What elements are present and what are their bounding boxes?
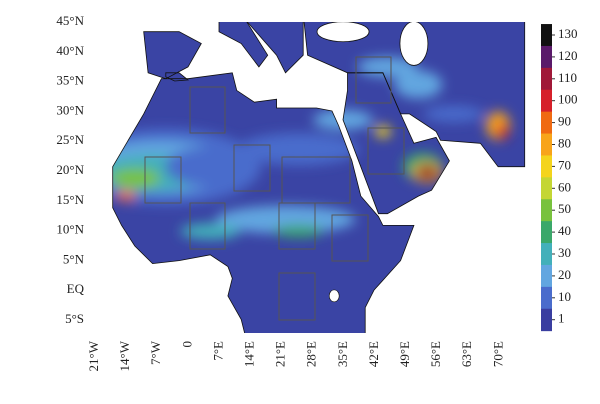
- colorbar-band: [541, 133, 552, 156]
- colorbar-band: [541, 177, 552, 200]
- rain-blob: [423, 168, 432, 177]
- rain-blob: [423, 105, 484, 122]
- region-box: [367, 127, 405, 175]
- lon-label: 14°E: [241, 341, 256, 367]
- colorbar-band: [541, 67, 552, 91]
- colorbar-label: 1: [558, 311, 565, 326]
- colorbar-label: 80: [558, 135, 571, 150]
- colorbar-band: [541, 308, 552, 332]
- lon-label: 56°E: [428, 341, 443, 367]
- lon-label: 21°E: [273, 341, 288, 367]
- map-area: [112, 22, 526, 333]
- rain-blob: [112, 168, 160, 189]
- axis-labels: 45°N 40°N 35°N 30°N 25°N 20°N 15°N 10°N 5°N EQ 5°S…: [56, 13, 505, 371]
- land-mass: [143, 31, 202, 79]
- lat-label: 35°N: [56, 73, 84, 88]
- colorbar-label: 40: [558, 223, 571, 238]
- colorbar-label: 90: [558, 114, 571, 129]
- coast-line: [112, 72, 415, 333]
- black-sea: [316, 22, 370, 43]
- land-mass: [219, 22, 268, 67]
- colorbar-band: [541, 45, 552, 69]
- region-box: [189, 86, 226, 134]
- coast-line: [143, 31, 202, 80]
- land-mass: [247, 22, 304, 73]
- lon-label: 14°W: [117, 340, 132, 371]
- lat-label: 10°N: [56, 222, 84, 237]
- colorbar-band: [541, 111, 552, 135]
- colorbar-band: [541, 89, 552, 113]
- lat-label: 15°N: [56, 192, 84, 207]
- lon-label: 7°E: [210, 341, 225, 361]
- colorbar-label: 100: [558, 92, 578, 107]
- colorbar-label: 60: [558, 179, 571, 194]
- region-box: [233, 144, 271, 192]
- region-box: [144, 156, 182, 204]
- lon-label: 21°W: [86, 340, 101, 371]
- colorbar-label: 10: [558, 289, 571, 304]
- lat-label: 5°S: [65, 311, 84, 326]
- lon-label: 28°E: [304, 341, 319, 367]
- coast-line: [218, 22, 269, 68]
- rain-blob: [273, 225, 324, 238]
- region-box: [189, 202, 226, 250]
- colorbar-label: 70: [558, 157, 571, 172]
- lon-label: 7°W: [148, 340, 163, 365]
- colorbar-label: 50: [558, 201, 571, 216]
- lon-label: 35°E: [335, 341, 350, 367]
- lon-label: 49°E: [397, 341, 412, 367]
- rain-blob: [374, 125, 391, 138]
- lon-label: 42°E: [366, 341, 381, 367]
- colorbar-band: [541, 286, 552, 310]
- colorbar-band: [541, 155, 552, 178]
- region-box: [331, 214, 369, 262]
- region-boxes: [144, 56, 405, 321]
- coast-line: [303, 22, 526, 168]
- lon-label: 70°E: [490, 341, 505, 367]
- colorbar-label: 30: [558, 245, 571, 260]
- rain-blob: [215, 205, 356, 234]
- rain-blob: [115, 191, 136, 202]
- colorbar-label: 20: [558, 267, 571, 282]
- coastline: [112, 22, 526, 333]
- lat-label: 25°N: [56, 132, 84, 147]
- coast-line: [246, 22, 304, 74]
- lat-label: 40°N: [56, 43, 84, 58]
- lake-victoria: [328, 289, 340, 303]
- lat-label: EQ: [67, 281, 85, 296]
- colorbar-label: 130: [558, 26, 578, 41]
- colorbar-band: [541, 264, 552, 288]
- rain-blob: [357, 56, 418, 77]
- region-box: [281, 156, 351, 204]
- rain-blob: [180, 223, 241, 240]
- colorbar-label: 110: [558, 70, 577, 85]
- colorbar-band: [541, 243, 552, 266]
- rain-blob: [394, 70, 443, 99]
- lat-label: 20°N: [56, 162, 84, 177]
- lat-label: 45°N: [56, 13, 84, 28]
- caspian-sea: [399, 22, 429, 66]
- colorbar: 130 120 110 100 90 80 70 60 50 40 30 20 10 1: [541, 24, 578, 332]
- lon-label: 63°E: [459, 341, 474, 367]
- colorbar-band: [541, 199, 552, 222]
- colorbar-label: 120: [558, 48, 578, 63]
- lat-label: 30°N: [56, 102, 84, 117]
- lon-label: 0: [179, 341, 194, 348]
- coast-line: [165, 72, 190, 82]
- region-box: [278, 272, 316, 321]
- colorbar-band: [541, 24, 552, 47]
- lat-label: 5°N: [63, 251, 85, 266]
- colorbar-band: [541, 221, 552, 244]
- rain-blob: [238, 133, 359, 166]
- region-box: [355, 56, 392, 104]
- rain-blob: [496, 123, 509, 140]
- rain-blob: [165, 146, 256, 187]
